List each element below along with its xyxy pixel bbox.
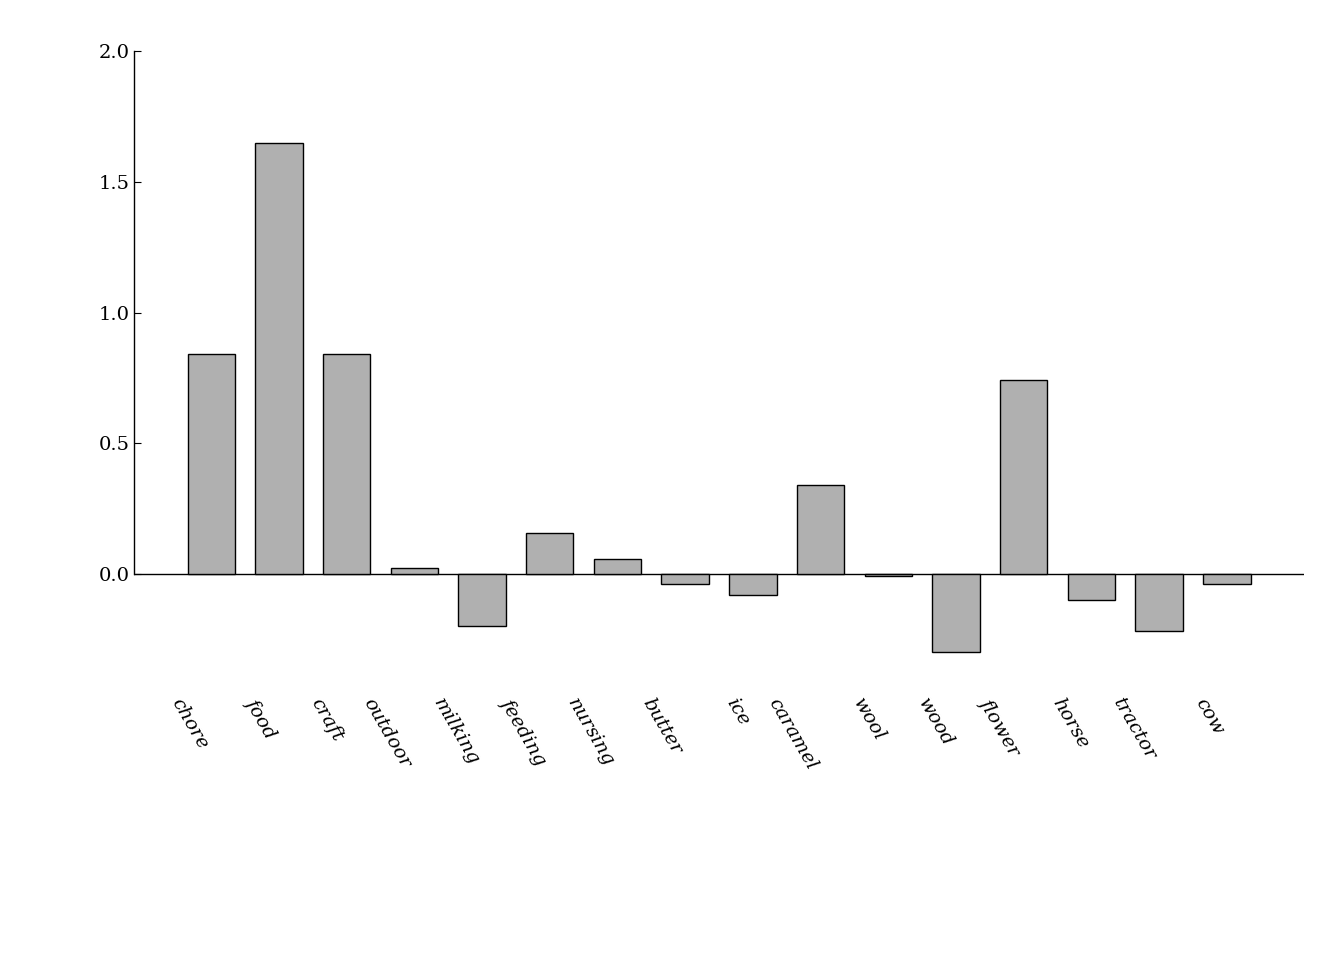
Bar	[323, 354, 371, 574]
Bar	[391, 568, 438, 574]
Bar	[1203, 574, 1250, 584]
Bar	[458, 574, 505, 626]
Bar	[594, 560, 641, 574]
Bar	[188, 354, 235, 574]
Bar	[1067, 574, 1116, 600]
Bar	[797, 485, 844, 574]
Bar	[255, 143, 302, 574]
Bar	[933, 574, 980, 652]
Bar	[1000, 380, 1047, 574]
Bar	[1136, 574, 1183, 631]
Bar	[864, 574, 913, 576]
Bar	[730, 574, 777, 594]
Bar	[526, 533, 574, 574]
Bar	[661, 574, 708, 584]
